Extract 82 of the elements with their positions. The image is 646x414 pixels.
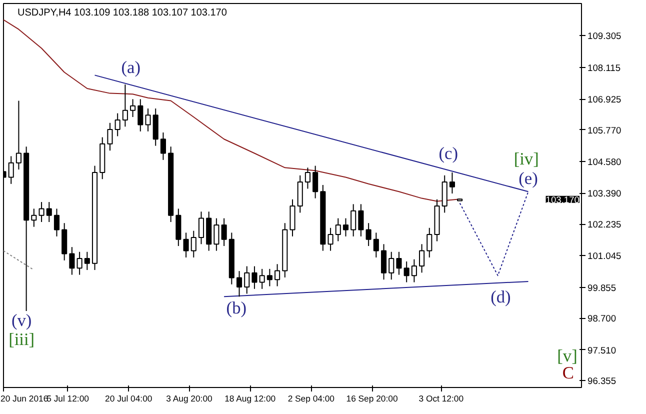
candlestick [380,244,387,280]
candlestick [244,266,250,294]
y-tick-label: 99.855 [588,282,616,293]
candlestick [373,232,379,258]
candlestick [46,202,52,223]
candlestick [411,258,417,283]
annotation: 103.170 [546,194,580,205]
candlestick [442,174,448,214]
candlestick [114,112,120,137]
candlestick [335,218,341,242]
y-tick-label: 102.235 [588,220,622,230]
annotation: (a) [121,58,141,77]
candlestick [198,211,204,245]
y-tick-label: 105.770 [588,125,622,136]
x-tick-label: 16 Sep 20:00 [346,394,398,404]
annotation: (e) [518,168,538,188]
annotation: [iv] [514,150,539,169]
candlestick [328,227,334,252]
candlestick [404,260,410,283]
candlestick [259,268,265,290]
candlestick [221,218,227,246]
y-tick-label: 98.700 [588,314,616,324]
candlestick [62,222,68,261]
x-tick-label: 5 Jul 12:00 [46,394,90,404]
candlestick [214,218,220,252]
candlestick [54,208,60,237]
candlestick [312,165,318,199]
y-tick-label: 109.305 [588,31,622,42]
y-tick-label: 103.390 [588,188,622,199]
candlestick [183,232,189,258]
annotation: (v) [11,311,32,330]
candlestick [16,100,22,170]
candlestick [366,222,372,246]
candlestick [122,84,128,128]
x-tick-label: 18 Aug 12:00 [224,394,276,404]
annotation: [iii] [8,330,35,350]
x-tick-label: 2 Sep 04:00 [288,394,335,404]
candlestick [236,270,242,298]
candlestick [426,227,432,258]
annotation: (c) [438,144,458,163]
x-tick-label: 20 Jul 04:00 [105,394,152,404]
candlestick [358,204,364,237]
candlestick [388,251,394,280]
annotation: (d) [490,287,512,306]
candlestick [76,251,82,276]
chart-title: USDJPY,H4 103.109 103.188 103.107 103.170 [18,8,228,18]
candlestick [176,208,182,246]
y-tick-label: 97.510 [588,345,616,356]
candlestick [8,156,14,184]
candlestick [297,174,303,214]
y-tick-label: 96.355 [588,376,616,386]
candlestick [84,251,90,270]
candlestick [31,208,37,228]
candlestick [190,230,196,258]
candlestick [152,108,158,146]
candlestick [449,172,455,194]
y-tick-label: 104.580 [588,157,622,168]
annotation: (b) [226,298,247,318]
candlestick [290,198,296,237]
y-tick-label: 101.045 [588,251,622,262]
candlestick [252,266,258,290]
candlestick [266,268,272,287]
candlestick [419,244,425,274]
candlestick [160,132,166,160]
candlestick [138,98,144,132]
candlestick [130,98,136,118]
x-tick-label: 3 Oct 12:00 [418,394,464,404]
candlestick [69,246,75,276]
x-tick-label: 20 Jun 2016 [0,394,48,404]
candlestick [107,122,113,152]
y-tick-label: 106.925 [588,94,622,105]
candlestick [274,264,280,287]
y-tick-label: 108.115 [588,62,621,73]
annotation: [v] [557,346,578,366]
candlestick [342,218,349,237]
candlestick [145,108,151,132]
candlestick [350,204,356,237]
candlestick [304,167,310,190]
candlestick [38,202,44,223]
annotation: C [562,364,574,383]
x-tick-label: 3 Aug 20:00 [166,394,213,404]
candlestick [396,251,402,276]
